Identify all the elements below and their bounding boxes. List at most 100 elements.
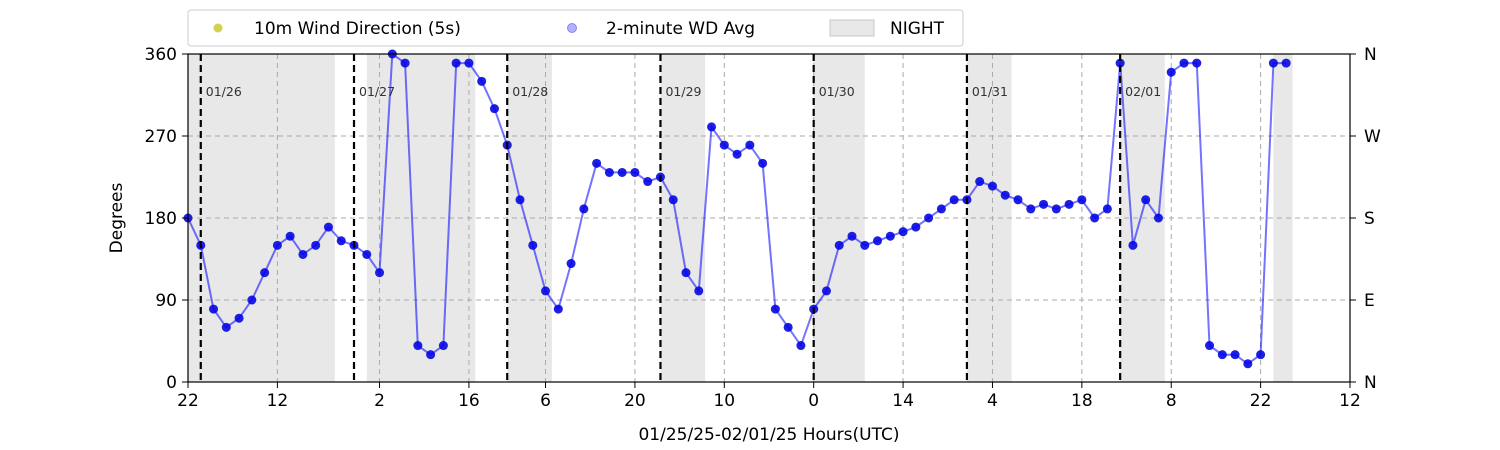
y-right-tick-label: E bbox=[1364, 291, 1375, 311]
x-tick-label: 12 bbox=[267, 391, 289, 411]
x-tick-label: 2 bbox=[374, 391, 385, 411]
data-point-wd-avg bbox=[528, 240, 538, 250]
data-point-wd-avg bbox=[668, 195, 678, 205]
data-point-wd-avg bbox=[1217, 350, 1227, 360]
day-marker-label: 01/27 bbox=[359, 84, 395, 99]
data-point-wd-avg bbox=[438, 341, 448, 351]
data-point-wd-avg bbox=[234, 313, 244, 323]
data-point-wd-avg bbox=[464, 58, 474, 68]
data-point-wd-avg bbox=[783, 322, 793, 332]
data-point-wd-avg bbox=[719, 140, 729, 150]
x-axis-title: 01/25/25-02/01/25 Hours(UTC) bbox=[638, 425, 899, 445]
data-point-wd-avg bbox=[209, 304, 219, 314]
x-tick-label: 20 bbox=[624, 391, 646, 411]
data-point-wd-avg bbox=[898, 227, 908, 237]
data-point-wd-avg bbox=[1128, 240, 1138, 250]
data-point-wd-avg bbox=[1000, 190, 1010, 200]
data-point-wd-avg bbox=[1243, 359, 1253, 369]
data-point-wd-avg bbox=[643, 177, 653, 187]
data-point-wd-avg bbox=[1026, 204, 1036, 214]
data-point-wd-avg bbox=[975, 177, 985, 187]
data-point-wd-avg bbox=[681, 268, 691, 278]
data-point-wd-avg bbox=[924, 213, 934, 223]
legend-patch-night bbox=[829, 19, 875, 37]
data-point-wd-avg bbox=[847, 231, 857, 241]
data-point-wd-avg bbox=[1102, 204, 1112, 214]
y-right-tick-label: S bbox=[1364, 209, 1375, 229]
data-point-wd-avg bbox=[221, 322, 231, 332]
data-point-wd-avg bbox=[553, 304, 563, 314]
data-point-wd-avg bbox=[285, 231, 295, 241]
data-point-wd-avg bbox=[1192, 58, 1202, 68]
data-point-wd-avg bbox=[1077, 195, 1087, 205]
data-point-wd-avg bbox=[1256, 350, 1266, 360]
data-point-wd-avg bbox=[336, 236, 346, 246]
day-marker-label: 01/30 bbox=[819, 84, 855, 99]
data-point-wd-avg bbox=[834, 240, 844, 250]
data-point-wd-avg bbox=[311, 240, 321, 250]
data-point-wd-avg bbox=[885, 231, 895, 241]
data-point-wd-avg bbox=[515, 195, 525, 205]
x-tick-label: 16 bbox=[458, 391, 480, 411]
data-point-wd-avg bbox=[413, 341, 423, 351]
data-point-wd-avg bbox=[770, 304, 780, 314]
legend-marker-wind-5s bbox=[213, 23, 223, 33]
legend-marker-wd-avg bbox=[567, 23, 577, 33]
data-point-wd-avg bbox=[566, 259, 576, 269]
y-axis-title: Degrees bbox=[107, 182, 127, 253]
x-tick-label: 4 bbox=[987, 391, 998, 411]
data-point-wd-avg bbox=[260, 268, 270, 278]
x-tick-label: 10 bbox=[713, 391, 735, 411]
y-right-tick-label: N bbox=[1364, 373, 1377, 393]
series-layer bbox=[183, 49, 1291, 369]
x-tick-label: 12 bbox=[1339, 391, 1361, 411]
legend-frame bbox=[187, 9, 964, 47]
y-right-tick-label: N bbox=[1364, 45, 1377, 65]
y-tick-label: 360 bbox=[145, 45, 177, 65]
data-point-wd-avg bbox=[541, 286, 551, 296]
data-point-wd-avg bbox=[796, 341, 806, 351]
data-point-wd-avg bbox=[758, 158, 768, 168]
day-marker-layer: 01/26 01/27 01/28 01/29 01/30 01/31 02/01 bbox=[199, 54, 1161, 382]
data-point-wd-avg bbox=[426, 350, 436, 360]
data-point-wd-avg bbox=[1115, 58, 1125, 68]
night-band-1 bbox=[366, 54, 476, 382]
data-point-wd-avg bbox=[592, 158, 602, 168]
y-tick-label: 90 bbox=[155, 291, 177, 311]
data-point-wd-avg bbox=[745, 140, 755, 150]
data-point-wd-avg bbox=[451, 58, 461, 68]
data-point-wd-avg bbox=[272, 240, 282, 250]
data-point-wd-avg bbox=[489, 104, 499, 114]
x-tick-label: 6 bbox=[540, 391, 551, 411]
y-tick-label: 270 bbox=[145, 127, 177, 147]
x-tick-label: 0 bbox=[808, 391, 819, 411]
data-point-wd-avg bbox=[604, 167, 614, 177]
grid-layer bbox=[188, 54, 1350, 382]
data-point-wd-avg bbox=[323, 222, 333, 232]
data-point-wd-avg bbox=[1064, 199, 1074, 209]
data-point-wd-avg bbox=[949, 195, 959, 205]
data-point-wd-avg bbox=[732, 149, 742, 159]
legend: 10m Wind Direction (5s) 2-minute WD Avg … bbox=[187, 9, 964, 47]
data-point-wd-avg bbox=[477, 76, 487, 86]
day-marker-label: 01/31 bbox=[972, 84, 1008, 99]
day-marker-label: 01/26 bbox=[206, 84, 242, 99]
data-point-wd-avg bbox=[579, 204, 589, 214]
legend-label-wd-avg: 2-minute WD Avg bbox=[606, 19, 755, 39]
x-tick-label: 18 bbox=[1071, 391, 1093, 411]
y-right-tick-label: W bbox=[1364, 127, 1381, 147]
data-point-wd-avg bbox=[821, 286, 831, 296]
data-point-wd-avg bbox=[694, 286, 704, 296]
data-point-wd-avg bbox=[375, 268, 385, 278]
data-point-wd-avg bbox=[987, 181, 997, 191]
legend-label-night: NIGHT bbox=[890, 19, 945, 39]
data-point-wd-avg bbox=[1051, 204, 1061, 214]
data-point-wd-avg bbox=[707, 122, 717, 132]
data-point-wd-avg bbox=[911, 222, 921, 232]
data-point-wd-avg bbox=[1179, 58, 1189, 68]
x-tick-label: 8 bbox=[1166, 391, 1177, 411]
data-point-wd-avg bbox=[1205, 341, 1215, 351]
data-point-wd-avg bbox=[617, 167, 627, 177]
x-tick-label: 22 bbox=[1250, 391, 1272, 411]
